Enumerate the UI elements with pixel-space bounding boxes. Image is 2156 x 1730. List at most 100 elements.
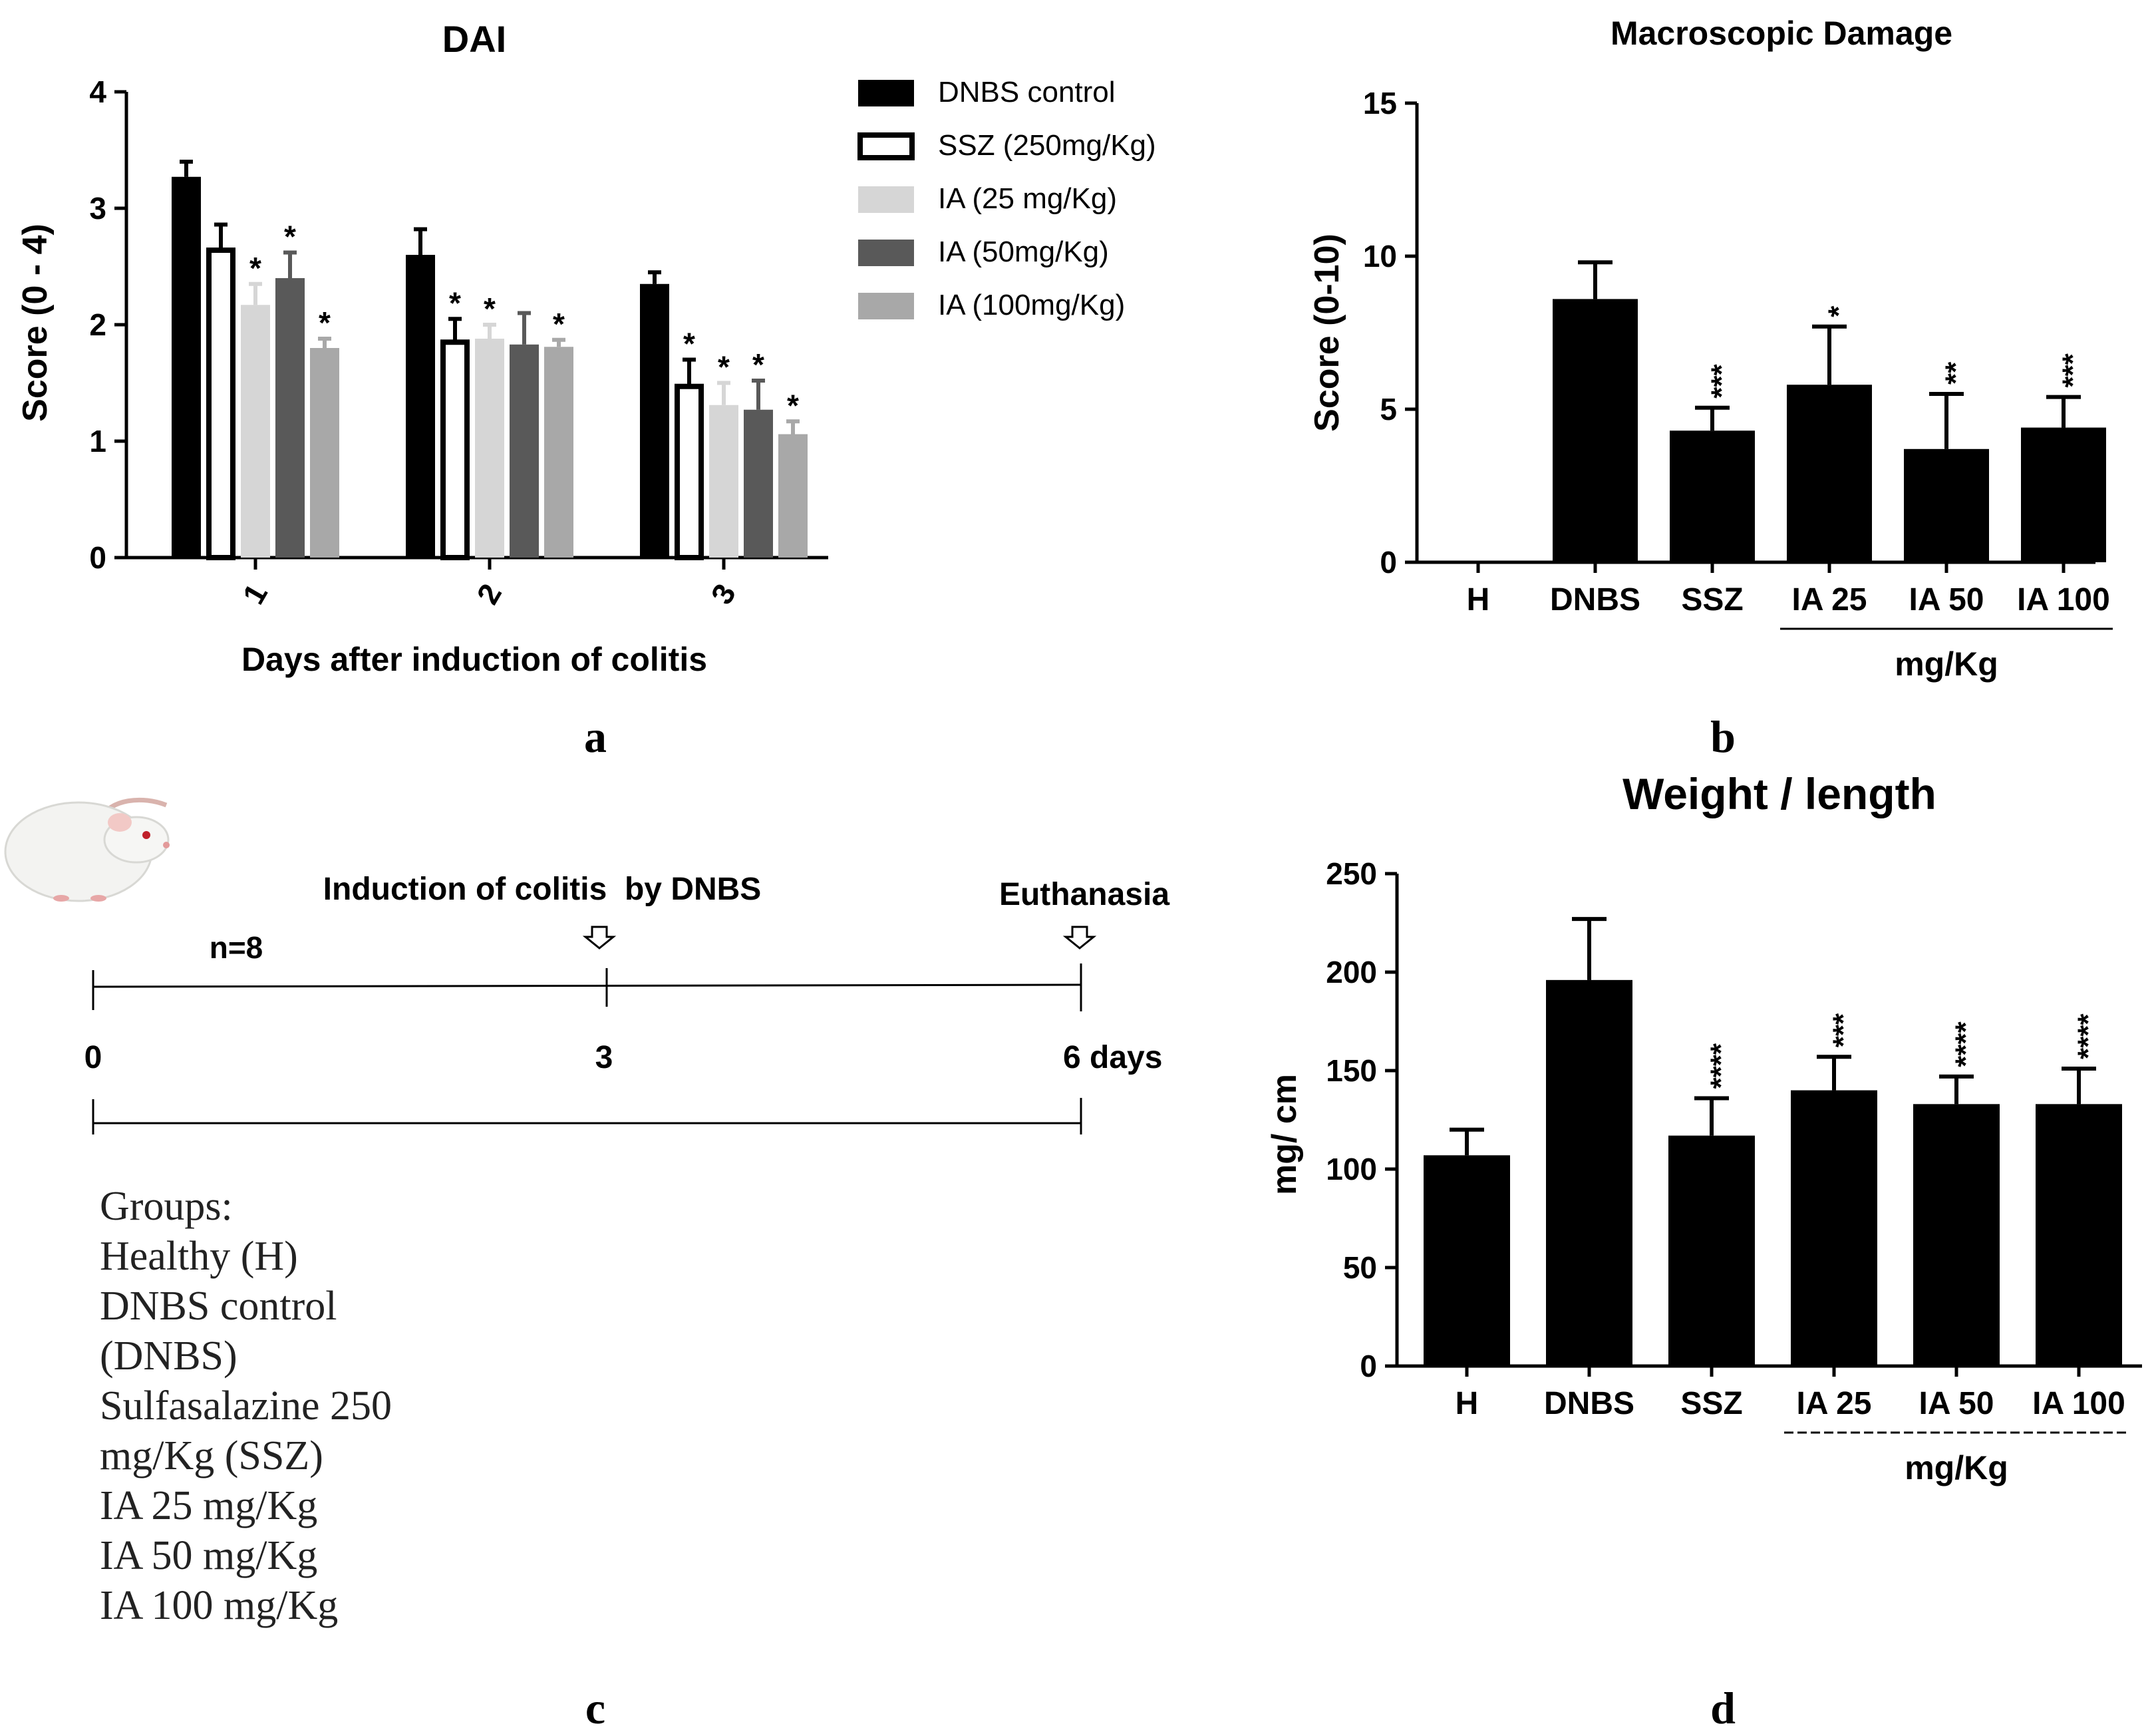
chart-d-y-tick-label: 250 [1326,856,1377,891]
panel-b-macroscopic-chart: Macroscopic Damage Score (0-10) 0 5 10 15 H D… [1308,15,2113,762]
legend-swatch [858,293,914,319]
legend-label: SSZ (250mg/Kg) [938,129,1156,162]
chart-d-x-tick-label: IA 50 [1919,1386,1994,1421]
chart-d-y-tick-label: 0 [1360,1349,1377,1383]
legend-swatch [857,132,915,160]
legend-swatch [858,80,914,106]
legend-label: IA (25 mg/Kg) [938,182,1117,215]
chart-b-x-tick-label: IA 25 [1792,582,1867,617]
chart-a-significance: * [718,350,730,385]
rat-ear [108,813,132,832]
chart-d-bar [1791,1090,1877,1366]
chart-a-bar [241,305,270,558]
chart-d-y-tick-label: 50 [1343,1250,1377,1285]
chart-b-plot: 0 5 10 15 H DNBS SSZ *** IA 25 * IA 50 ** IA 100 *** m… [1363,86,2113,683]
chart-d-ylabel: mg/ cm [1265,1074,1304,1195]
panel-letter-c: c [585,1683,605,1730]
chart-a-x-tick-label: 2 [470,578,508,609]
chart-d-x-tick-label: IA 100 [2032,1386,2125,1421]
chart-b-bar [1553,299,1638,562]
chart-a-significance: * [284,220,296,254]
chart-b-significance: *** [2057,353,2089,387]
chart-a-significance: * [787,388,799,423]
chart-a-y-tick-label: 4 [89,75,106,109]
timeline-line [92,983,1082,988]
chart-a-significance: * [249,251,261,285]
chart-a-y-tick-label: 0 [89,540,106,575]
chart-b-bar [1904,448,1989,562]
legend-label: IA (50mg/Kg) [938,236,1109,268]
chart-d-x-tick-label: IA 25 [1797,1386,1872,1421]
legend-swatch [858,186,914,213]
groups-line: Sulfasalazine 250 [100,1383,392,1429]
down-arrow-icon [1062,926,1097,950]
chart-a-bar [310,348,339,558]
chart-a-bar [744,409,773,558]
chart-a-ylabel: Score (0 - 4) [16,224,55,422]
chart-a-title: DAI [442,18,506,60]
chart-d-y-tick-label: 100 [1326,1152,1377,1186]
groups-line: IA 25 mg/Kg [100,1483,317,1528]
panel-a-dai-chart: DAI Score (0 - 4) Days after induction o… [16,18,1156,762]
chart-d-significance: **** [1950,1021,1982,1067]
groups-line: Healthy (H) [100,1234,298,1279]
chart-b-title: Macroscopic Damage [1611,15,1952,52]
chart-a-x-tick-label: 3 [704,578,742,609]
chart-b-bar [2021,427,2106,562]
panel-letter-b: b [1710,711,1736,762]
rat-image [4,797,170,902]
chart-b-x-tick-label: DNBS [1550,582,1640,617]
groups-list: Groups: Healthy (H) DNBS control (DNBS) … [100,1184,392,1628]
chart-b-x-tick-label: IA 50 [1909,582,1984,617]
chart-a-bar [778,434,808,558]
chart-b-bar [1670,431,1755,562]
chart-d-group-label: mg/Kg [1905,1449,2008,1486]
chart-b-x-tick-label: H [1467,582,1490,617]
chart-d-y-tick-label: 150 [1326,1053,1377,1088]
rat-eye [142,831,150,839]
groups-line: IA 100 mg/Kg [100,1583,338,1628]
chart-a-bar [709,405,738,558]
chart-b-ylabel: Score (0-10) [1308,234,1346,432]
chart-d-bar [1668,1135,1755,1366]
chart-b-significance: * [1823,305,1855,317]
chart-d-significance: **** [2072,1013,2105,1059]
chart-b-y-tick-label: 15 [1363,86,1397,120]
day-6-label: 6 days [1063,1040,1162,1075]
n-label: n=8 [210,930,263,965]
groups-line: Groups: [100,1184,233,1229]
legend-label: IA (100mg/Kg) [938,289,1125,321]
chart-a-bar [640,283,669,558]
chart-a-significance: * [553,307,565,341]
chart-a-significance: * [752,347,764,382]
chart-d-significance: **** [1705,1043,1738,1089]
panel-letter-a: a [584,711,607,762]
chart-a-y-tick-label: 1 [89,424,106,458]
chart-d-bar [1913,1104,2000,1366]
chart-a-bar [440,339,470,560]
chart-a-bar [544,347,573,558]
groups-line: mg/Kg (SSZ) [100,1433,323,1478]
day-0-label: 0 [84,1040,102,1075]
panel-letter-d: d [1710,1683,1736,1730]
legend-label: DNBS control [938,76,1116,108]
chart-d-significance: *** [1827,1013,1860,1047]
chart-b-bar [1787,385,1872,562]
chart-d-x-tick-label: SSZ [1680,1386,1742,1421]
rat-nose [163,842,170,848]
panel-d-weight-chart: Weight / length mg/ cm 0 50 100 150 200 250 H D… [1265,769,2142,1730]
chart-a-significance: * [683,327,695,361]
groups-line: (DNBS) [100,1333,237,1379]
groups-line: IA 50 mg/Kg [100,1533,317,1578]
chart-d-y-tick-label: 200 [1326,955,1377,989]
chart-a-legend: DNBS control SSZ (250mg/Kg) IA (25 mg/Kg) I… [857,76,1156,321]
chart-b-significance: *** [1706,363,1738,398]
day-3-label: 3 [595,1040,613,1075]
chart-d-x-tick-label: DNBS [1544,1386,1634,1421]
chart-a-bar [406,255,435,558]
rat-foot [90,895,106,902]
chart-d-bar [1546,979,1632,1366]
chart-b-significance: ** [1940,361,1972,385]
chart-b-x-tick-label: IA 100 [2017,582,2110,617]
